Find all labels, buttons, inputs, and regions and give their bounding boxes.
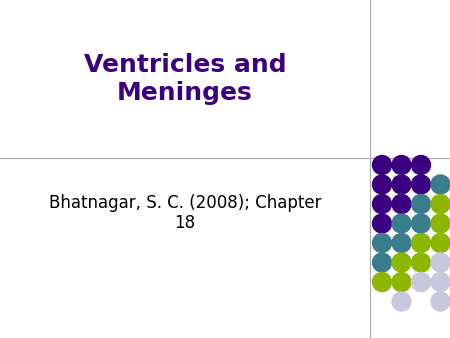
Circle shape (392, 234, 411, 252)
Circle shape (431, 234, 450, 252)
Text: Ventricles and
Meninges: Ventricles and Meninges (84, 53, 286, 105)
Circle shape (392, 272, 411, 291)
Circle shape (431, 214, 450, 233)
Circle shape (431, 292, 450, 311)
Circle shape (373, 253, 392, 272)
Circle shape (411, 234, 431, 252)
Circle shape (392, 155, 411, 174)
Circle shape (373, 214, 392, 233)
Circle shape (431, 272, 450, 291)
Circle shape (411, 253, 431, 272)
Circle shape (373, 194, 392, 214)
Circle shape (431, 253, 450, 272)
Circle shape (392, 292, 411, 311)
Circle shape (411, 214, 431, 233)
Circle shape (392, 214, 411, 233)
Circle shape (392, 194, 411, 214)
Circle shape (411, 155, 431, 174)
Circle shape (411, 175, 431, 194)
Circle shape (392, 175, 411, 194)
Circle shape (392, 253, 411, 272)
Circle shape (431, 194, 450, 214)
Circle shape (373, 155, 392, 174)
Circle shape (411, 194, 431, 214)
Circle shape (373, 234, 392, 252)
Text: Bhatnagar, S. C. (2008); Chapter
18: Bhatnagar, S. C. (2008); Chapter 18 (49, 194, 321, 233)
Circle shape (411, 272, 431, 291)
Circle shape (373, 175, 392, 194)
Circle shape (373, 272, 392, 291)
Circle shape (431, 175, 450, 194)
